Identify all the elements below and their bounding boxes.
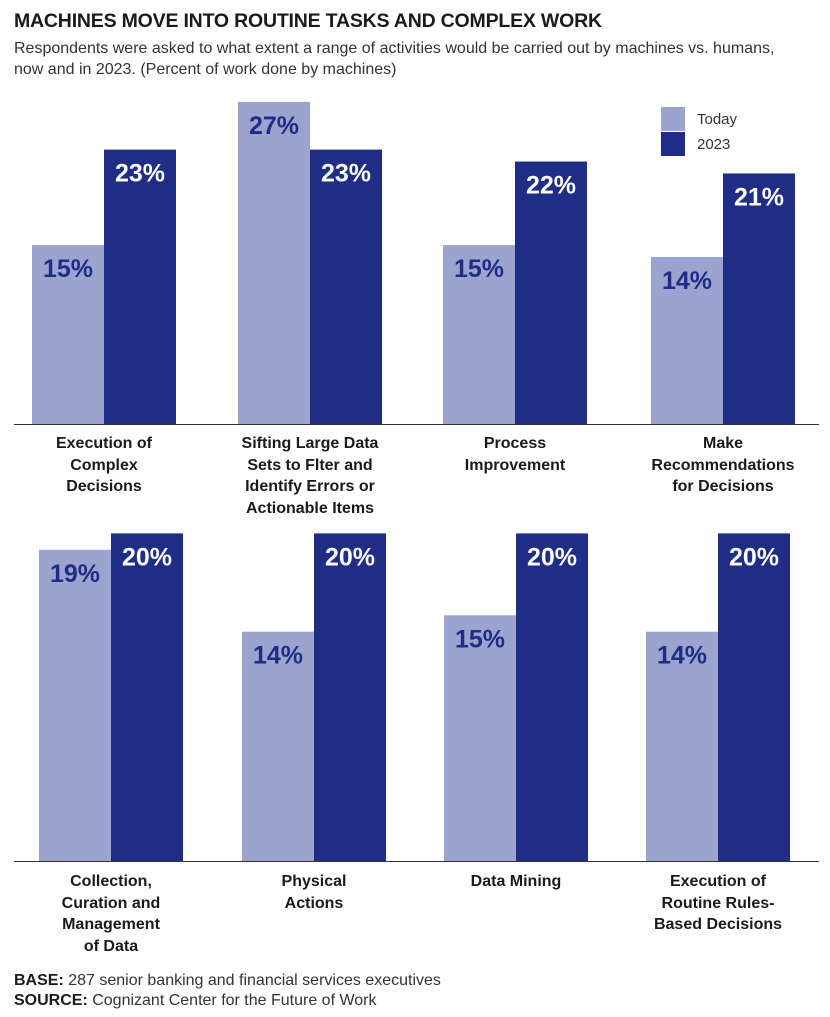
- category-label-p2-c1: Collection, Curation and Management of Data: [61, 873, 161, 955]
- category-label-p2-c4: Execution of Routine Rules- Based Decision…: [653, 873, 783, 933]
- data-label-today-p2-c3: 15%: [455, 625, 505, 653]
- chart-title: MACHINES MOVE INTO ROUTINE TASKS AND COM…: [14, 10, 602, 32]
- data-label-2023-p1-c4: 21%: [734, 183, 784, 211]
- bar-2023-p2-c4: [718, 533, 790, 861]
- data-label-today-p1-c1: 15%: [43, 255, 93, 283]
- category-label-p2-c3: Data Mining: [470, 873, 562, 890]
- bar-today-p1-c1: [32, 245, 104, 424]
- legend: Today 2023: [661, 107, 737, 157]
- data-label-2023-p1-c1: 23%: [115, 160, 165, 188]
- bar-today-p2-c1: [39, 549, 111, 861]
- bar-today-p2-c4: [646, 631, 718, 861]
- data-label-today-p2-c1: 19%: [50, 560, 100, 588]
- data-label-today-p1-c2: 27%: [249, 112, 299, 140]
- category-label-p1-c3: Process Improvement: [464, 435, 566, 474]
- data-label-2023-p2-c2: 20%: [325, 543, 375, 571]
- data-label-today-p2-c2: 14%: [253, 642, 303, 670]
- source-label: SOURCE:: [14, 992, 88, 1009]
- data-label-2023-p2-c3: 20%: [527, 543, 577, 571]
- bar-2023-p2-c1: [111, 533, 183, 861]
- data-label-today-p1-c4: 14%: [662, 267, 712, 295]
- bar-today-p2-c2: [242, 631, 314, 861]
- category-label-p2-c2: Physical Actions: [281, 873, 347, 912]
- data-label-2023-p1-c2: 23%: [321, 160, 371, 188]
- base-label: BASE:: [14, 972, 64, 989]
- bar-today-p2-c3: [444, 615, 516, 861]
- base-text: 287 senior banking and financial service…: [63, 972, 441, 989]
- category-label-p1-c4: Make Recommendations for Decisions: [651, 435, 795, 495]
- data-label-2023-p2-c1: 20%: [122, 543, 172, 571]
- footer-base: BASE: 287 senior banking and financial s…: [14, 972, 441, 990]
- category-label-p1-c1: Execution of Complex Decisions: [55, 435, 152, 495]
- bar-today-p1-c3: [443, 245, 515, 424]
- category-label-p1-c2: Sifting Large Data Sets to Flter and Ident…: [241, 435, 379, 517]
- bar-2023-p1-c2: [310, 149, 382, 425]
- bar-2023-p1-c1: [104, 149, 176, 425]
- bar-today-p1-c4: [651, 256, 723, 424]
- source-text: Cognizant Center for the Future of Work: [87, 992, 377, 1009]
- legend-swatch-today: [661, 107, 685, 131]
- bar-2023-p1-c4: [723, 173, 795, 424]
- legend-swatch-2023: [661, 132, 685, 156]
- bar-2023-p2-c2: [314, 533, 386, 861]
- chart-subtitle: Respondents were asked to what extent a …: [14, 40, 775, 78]
- bar-2023-p1-c3: [515, 161, 587, 425]
- legend-label-2023: 2023: [697, 135, 731, 153]
- legend-item-today: Today: [661, 107, 737, 131]
- data-label-2023-p1-c3: 22%: [526, 172, 576, 200]
- legend-label-today: Today: [697, 110, 738, 128]
- data-label-today-p1-c3: 15%: [454, 255, 504, 283]
- bar-today-p1-c2: [238, 101, 310, 424]
- data-label-today-p2-c4: 14%: [657, 642, 707, 670]
- bar-2023-p2-c3: [516, 533, 588, 861]
- footer-source: SOURCE: Cognizant Center for the Future …: [14, 992, 377, 1010]
- data-label-2023-p2-c4: 20%: [729, 543, 779, 571]
- legend-item-2023: 2023: [661, 132, 737, 156]
